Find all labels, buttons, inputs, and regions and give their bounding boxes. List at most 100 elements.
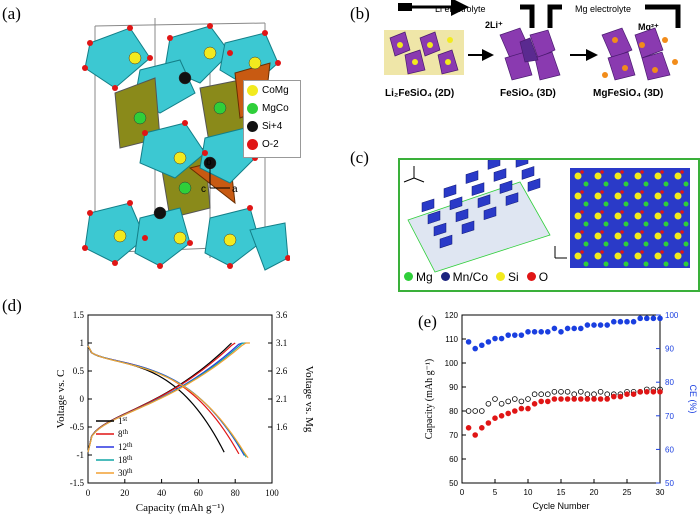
lattice-cell bbox=[455, 208, 469, 223]
o-atom bbox=[680, 250, 684, 254]
point-discharge-capacity bbox=[584, 391, 591, 397]
mg-atom bbox=[643, 201, 649, 207]
mg-atom bbox=[663, 261, 669, 267]
si-atom bbox=[594, 252, 602, 260]
point-charge-capacity bbox=[525, 405, 531, 412]
atom-dot-icon bbox=[247, 84, 258, 96]
mg-atom bbox=[623, 241, 629, 247]
point-charge-capacity bbox=[617, 393, 624, 400]
point-ce bbox=[597, 322, 604, 328]
structure-1-label: Li₂FeSiO₄ (2D) bbox=[385, 88, 454, 99]
y-tick-label: 50 bbox=[449, 479, 458, 488]
o-atom bbox=[660, 210, 664, 214]
mg-atom bbox=[683, 221, 689, 227]
point-charge-capacity bbox=[538, 398, 545, 405]
point-ce bbox=[505, 332, 511, 338]
point-charge-capacity bbox=[584, 396, 591, 402]
si-atom bbox=[614, 192, 622, 200]
si-atom bbox=[674, 172, 682, 180]
mg-atom bbox=[583, 241, 589, 247]
point-charge-capacity bbox=[657, 389, 663, 395]
legend-a-text: CoMg bbox=[262, 84, 289, 96]
lattice-cell bbox=[427, 210, 441, 225]
ion-li-label: 2Li⁺ bbox=[485, 20, 503, 30]
o-atom bbox=[600, 190, 604, 194]
point-discharge-capacity bbox=[498, 401, 505, 407]
y-tick-label: 80 bbox=[449, 407, 458, 416]
panel-c-frame: Mg Mn/Co Si O bbox=[398, 142, 700, 292]
lattice-perspective bbox=[407, 142, 551, 273]
y2-tick-label: 90 bbox=[665, 345, 674, 354]
point-discharge-capacity bbox=[571, 391, 578, 397]
o-atom bbox=[640, 250, 644, 254]
ion-mg-label: Mg²⁺ bbox=[638, 22, 659, 32]
mg-atom bbox=[583, 221, 589, 227]
point-discharge-capacity bbox=[512, 396, 518, 402]
y-tick-label: 90 bbox=[449, 383, 458, 392]
y2-tick-label: 2.1 bbox=[276, 394, 287, 404]
point-ce bbox=[538, 328, 545, 335]
point-discharge-capacity bbox=[591, 391, 597, 397]
si-atom bbox=[654, 172, 662, 180]
si-atom bbox=[634, 232, 642, 240]
legend-d-label: 1st bbox=[118, 415, 127, 426]
x-tick-label: 20 bbox=[590, 488, 599, 497]
point-ce bbox=[512, 332, 518, 338]
point-discharge-capacity bbox=[531, 391, 538, 397]
legend-a-item: CoMg bbox=[244, 81, 300, 99]
chart-voltage-capacity: 0 20 40 60 80 100 -1.5 -1 -0.5 0 0.5 1 1.5 1.6 2.1 2.6 3… bbox=[55, 310, 315, 514]
o-atom bbox=[620, 190, 624, 194]
o-atom bbox=[600, 170, 604, 174]
x-tick-label: 25 bbox=[623, 488, 632, 497]
point-discharge-capacity bbox=[518, 398, 525, 405]
mg-atom bbox=[603, 241, 609, 247]
point-charge-capacity bbox=[604, 396, 611, 402]
si-atom bbox=[654, 252, 662, 260]
mg-atom bbox=[683, 241, 689, 247]
y2-tick-label: 3.6 bbox=[276, 310, 288, 320]
point-discharge-capacity bbox=[578, 389, 584, 395]
point-ce bbox=[479, 342, 485, 349]
axis-b-label: b bbox=[206, 157, 212, 168]
atom-dot-icon bbox=[247, 102, 258, 114]
point-discharge-capacity bbox=[472, 408, 478, 414]
point-ce bbox=[611, 318, 617, 325]
o-atom bbox=[660, 230, 664, 234]
point-ce bbox=[604, 322, 611, 328]
point-ce bbox=[551, 325, 558, 332]
o-atom bbox=[600, 230, 604, 234]
point-discharge-capacity bbox=[479, 408, 485, 414]
mg-atom bbox=[623, 201, 629, 207]
plot-frame bbox=[87, 314, 273, 484]
o-atom bbox=[680, 210, 684, 214]
y-tick-label: 100 bbox=[445, 359, 459, 368]
point-ce bbox=[465, 339, 472, 345]
atom-dot-icon bbox=[496, 272, 506, 281]
point-ce bbox=[545, 328, 551, 335]
si-atom bbox=[594, 232, 602, 240]
point-charge-capacity bbox=[465, 425, 472, 431]
o-atom bbox=[660, 250, 664, 254]
point-charge-capacity bbox=[558, 396, 564, 402]
o-atom bbox=[580, 230, 584, 234]
point-charge-capacity bbox=[545, 398, 551, 405]
si-atom bbox=[574, 212, 582, 220]
point-discharge-capacity bbox=[485, 401, 492, 407]
y-tick-label: 0 bbox=[80, 394, 85, 404]
o-atom bbox=[580, 170, 584, 174]
legend-c-item: O bbox=[526, 270, 548, 284]
legend-c-item: Mg bbox=[404, 270, 433, 284]
y2-tick-label: 80 bbox=[665, 378, 674, 387]
lattice-cell bbox=[477, 194, 491, 208]
legend-c-text: Mn/Co bbox=[452, 270, 489, 284]
o-atom bbox=[640, 210, 644, 214]
si-atom bbox=[674, 192, 682, 200]
o-atom bbox=[680, 190, 684, 194]
structure-2-label: FeSiO₄ (3D) bbox=[500, 88, 556, 99]
y2-axis-label: Voltage vs. Mg bbox=[303, 366, 315, 433]
lattice-cell bbox=[493, 168, 507, 182]
point-charge-capacity bbox=[531, 401, 538, 407]
si-atom bbox=[594, 172, 602, 180]
structure-3-label: MgFeSiO₄ (3D) bbox=[593, 88, 663, 99]
y-tick-label: 1 bbox=[80, 338, 85, 348]
